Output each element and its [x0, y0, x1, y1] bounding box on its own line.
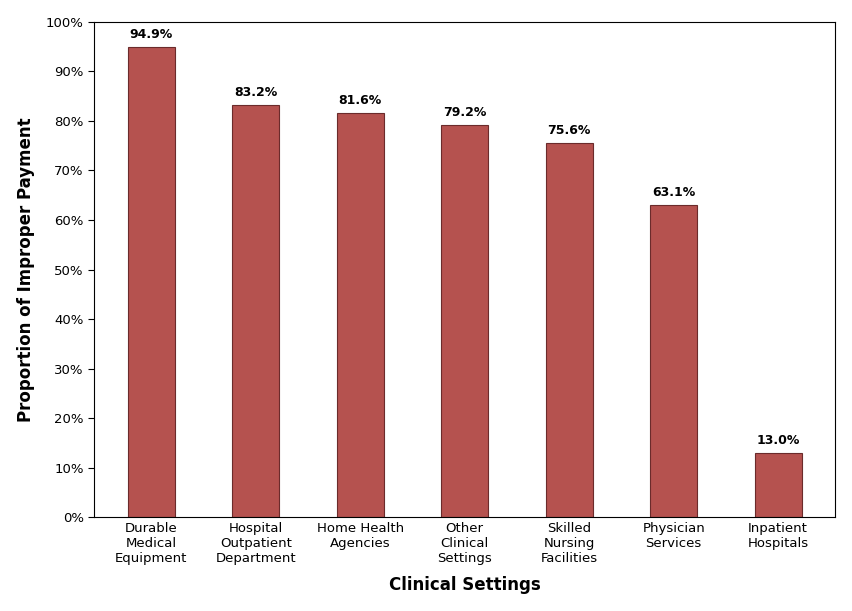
- Bar: [128, 47, 175, 518]
- Text: 83.2%: 83.2%: [234, 86, 278, 99]
- Bar: [441, 125, 488, 518]
- Y-axis label: Proportion of Improper Payment: Proportion of Improper Payment: [17, 117, 35, 422]
- Text: 81.6%: 81.6%: [338, 94, 382, 107]
- Text: 79.2%: 79.2%: [443, 106, 486, 119]
- Bar: [337, 113, 383, 518]
- Bar: [233, 105, 279, 518]
- Bar: [755, 453, 802, 518]
- Text: 63.1%: 63.1%: [652, 186, 695, 199]
- Bar: [650, 205, 697, 518]
- X-axis label: Clinical Settings: Clinical Settings: [389, 576, 540, 595]
- Bar: [545, 142, 593, 518]
- Text: 75.6%: 75.6%: [548, 123, 591, 137]
- Text: 13.0%: 13.0%: [757, 434, 800, 447]
- Text: 94.9%: 94.9%: [130, 28, 173, 41]
